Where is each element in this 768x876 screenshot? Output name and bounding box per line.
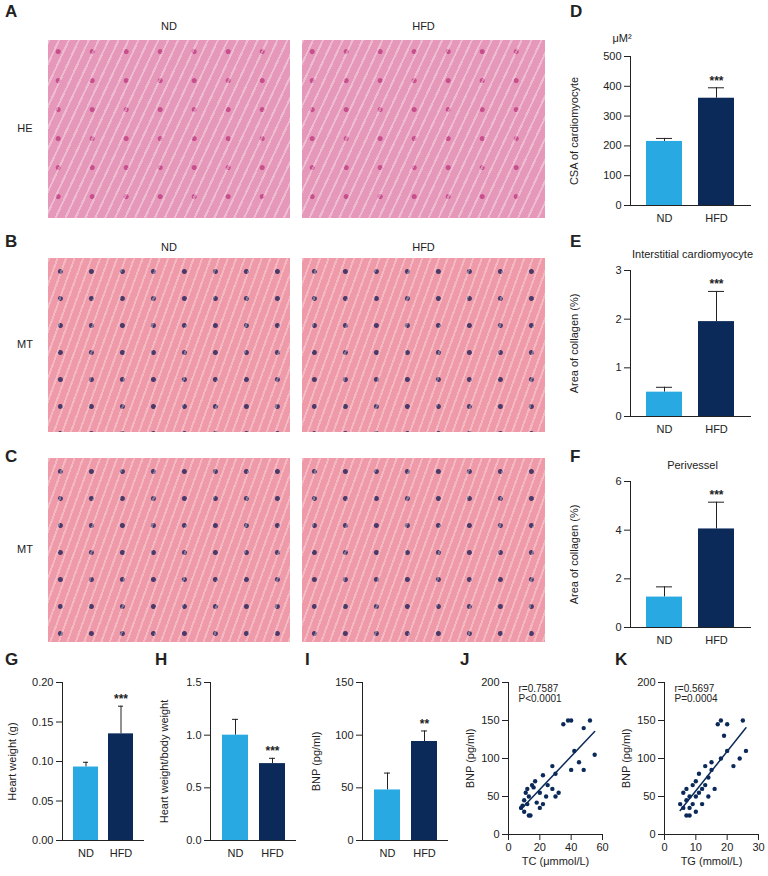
html-text:HFD: HFD <box>412 241 435 253</box>
svg-text:50: 50 <box>341 781 353 793</box>
svg-text:100: 100 <box>603 169 621 181</box>
svg-text:0: 0 <box>347 834 353 846</box>
html-text:H: H <box>155 650 168 669</box>
svg-text:ND: ND <box>380 847 396 859</box>
svg-text:3: 3 <box>615 264 621 276</box>
html-text:D: D <box>570 2 583 21</box>
svg-text:200: 200 <box>481 676 499 688</box>
html-text:F: F <box>570 447 581 466</box>
svg-text:0: 0 <box>615 410 621 422</box>
html-text:Interstitial cardiomyocyte: Interstitial cardiomyocyte <box>632 248 753 260</box>
svg-text:20: 20 <box>721 841 733 853</box>
svg-text:0: 0 <box>505 841 511 853</box>
html-text:C: C <box>5 447 18 466</box>
svg-text:400: 400 <box>603 80 621 92</box>
svg-text:0: 0 <box>493 828 499 840</box>
html-text:B: B <box>5 232 18 251</box>
svg-text:0.05: 0.05 <box>32 795 53 807</box>
html-text:ND: ND <box>161 20 177 32</box>
svg-text:Area of collagen (%): Area of collagen (%) <box>568 505 580 605</box>
html-text:J: J <box>460 650 470 669</box>
svg-text:6: 6 <box>615 475 621 487</box>
svg-text:0: 0 <box>649 828 655 840</box>
svg-text:200: 200 <box>603 139 621 151</box>
svg-text:Area of collagen (%): Area of collagen (%) <box>568 294 580 394</box>
svg-text:100: 100 <box>335 729 353 741</box>
html-text:A: A <box>5 2 18 21</box>
svg-text:100: 100 <box>637 752 655 764</box>
svg-text:150: 150 <box>481 714 499 726</box>
svg-text:BNP (pg/ml): BNP (pg/ml) <box>310 732 322 792</box>
html-text:MT: MT <box>17 543 33 555</box>
svg-text:10: 10 <box>690 841 702 853</box>
svg-text:50: 50 <box>643 790 655 802</box>
svg-text:60: 60 <box>596 841 608 853</box>
html-text:HFD: HFD <box>412 20 435 32</box>
svg-text:r=0.7587P<0.0001: r=0.7587P<0.0001 <box>519 683 563 704</box>
svg-text:1.5: 1.5 <box>186 676 201 688</box>
svg-text:200: 200 <box>637 676 655 688</box>
svg-text:0: 0 <box>615 621 621 633</box>
svg-text:0: 0 <box>661 841 667 853</box>
svg-text:***: *** <box>114 692 128 706</box>
svg-text:HFD: HFD <box>705 212 728 224</box>
svg-text:ND: ND <box>657 212 673 224</box>
svg-text:2: 2 <box>615 572 621 584</box>
html-text:MT: MT <box>17 338 33 350</box>
html-text:I: I <box>305 650 310 669</box>
svg-text:20: 20 <box>534 841 546 853</box>
svg-text:ND: ND <box>657 423 673 435</box>
svg-text:***: *** <box>709 277 723 291</box>
svg-text:***: *** <box>709 488 723 502</box>
svg-text:0.15: 0.15 <box>32 716 53 728</box>
svg-text:500: 500 <box>603 50 621 62</box>
svg-text:HFD: HFD <box>705 423 728 435</box>
svg-text:**: ** <box>420 717 430 731</box>
svg-text:HFD: HFD <box>413 847 436 859</box>
svg-text:***: *** <box>265 744 279 758</box>
svg-text:2: 2 <box>615 313 621 325</box>
svg-text:40: 40 <box>565 841 577 853</box>
html-text:G: G <box>5 650 19 669</box>
svg-text:HFD: HFD <box>110 847 133 859</box>
svg-text:0.00: 0.00 <box>32 834 53 846</box>
svg-text:TC (μmmol/L): TC (μmmol/L) <box>522 855 589 867</box>
svg-text:0.20: 0.20 <box>32 676 53 688</box>
html-text:μM²: μM² <box>612 32 632 44</box>
svg-text:1: 1 <box>615 361 621 373</box>
svg-text:r=0.5697P=0.0004: r=0.5697P=0.0004 <box>675 683 719 704</box>
svg-text:Heart weight/body weight: Heart weight/body weight <box>158 700 170 824</box>
svg-text:1.0: 1.0 <box>186 729 201 741</box>
svg-text:ND: ND <box>657 634 673 646</box>
svg-text:300: 300 <box>603 110 621 122</box>
svg-text:0.10: 0.10 <box>32 755 53 767</box>
svg-text:BNP (pg/ml): BNP (pg/ml) <box>620 729 632 789</box>
svg-text:BNP (pg/ml): BNP (pg/ml) <box>464 729 476 789</box>
html-text:HE: HE <box>17 122 33 134</box>
svg-text:ND: ND <box>228 847 244 859</box>
svg-text:TG (mmol/L): TG (mmol/L) <box>681 855 743 867</box>
svg-text:150: 150 <box>335 676 353 688</box>
svg-text:100: 100 <box>481 752 499 764</box>
svg-text:4: 4 <box>615 524 621 536</box>
svg-text:HFD: HFD <box>705 634 728 646</box>
svg-text:0.5: 0.5 <box>186 781 201 793</box>
svg-text:Heart weight (g): Heart weight (g) <box>6 722 18 800</box>
svg-text:150: 150 <box>637 714 655 726</box>
svg-text:ND: ND <box>78 847 94 859</box>
html-text:ND: ND <box>161 241 177 253</box>
html-text:K: K <box>615 650 628 669</box>
html-text:Perivessel: Perivessel <box>667 459 718 471</box>
svg-text:CSA of cardiomyocyte: CSA of cardiomyocyte <box>568 77 580 185</box>
html-text:E: E <box>570 232 582 251</box>
svg-text:***: *** <box>709 74 723 88</box>
svg-text:HFD: HFD <box>261 847 284 859</box>
svg-text:30: 30 <box>752 841 764 853</box>
svg-text:0.0: 0.0 <box>186 834 201 846</box>
svg-text:50: 50 <box>487 790 499 802</box>
svg-text:0: 0 <box>615 199 621 211</box>
